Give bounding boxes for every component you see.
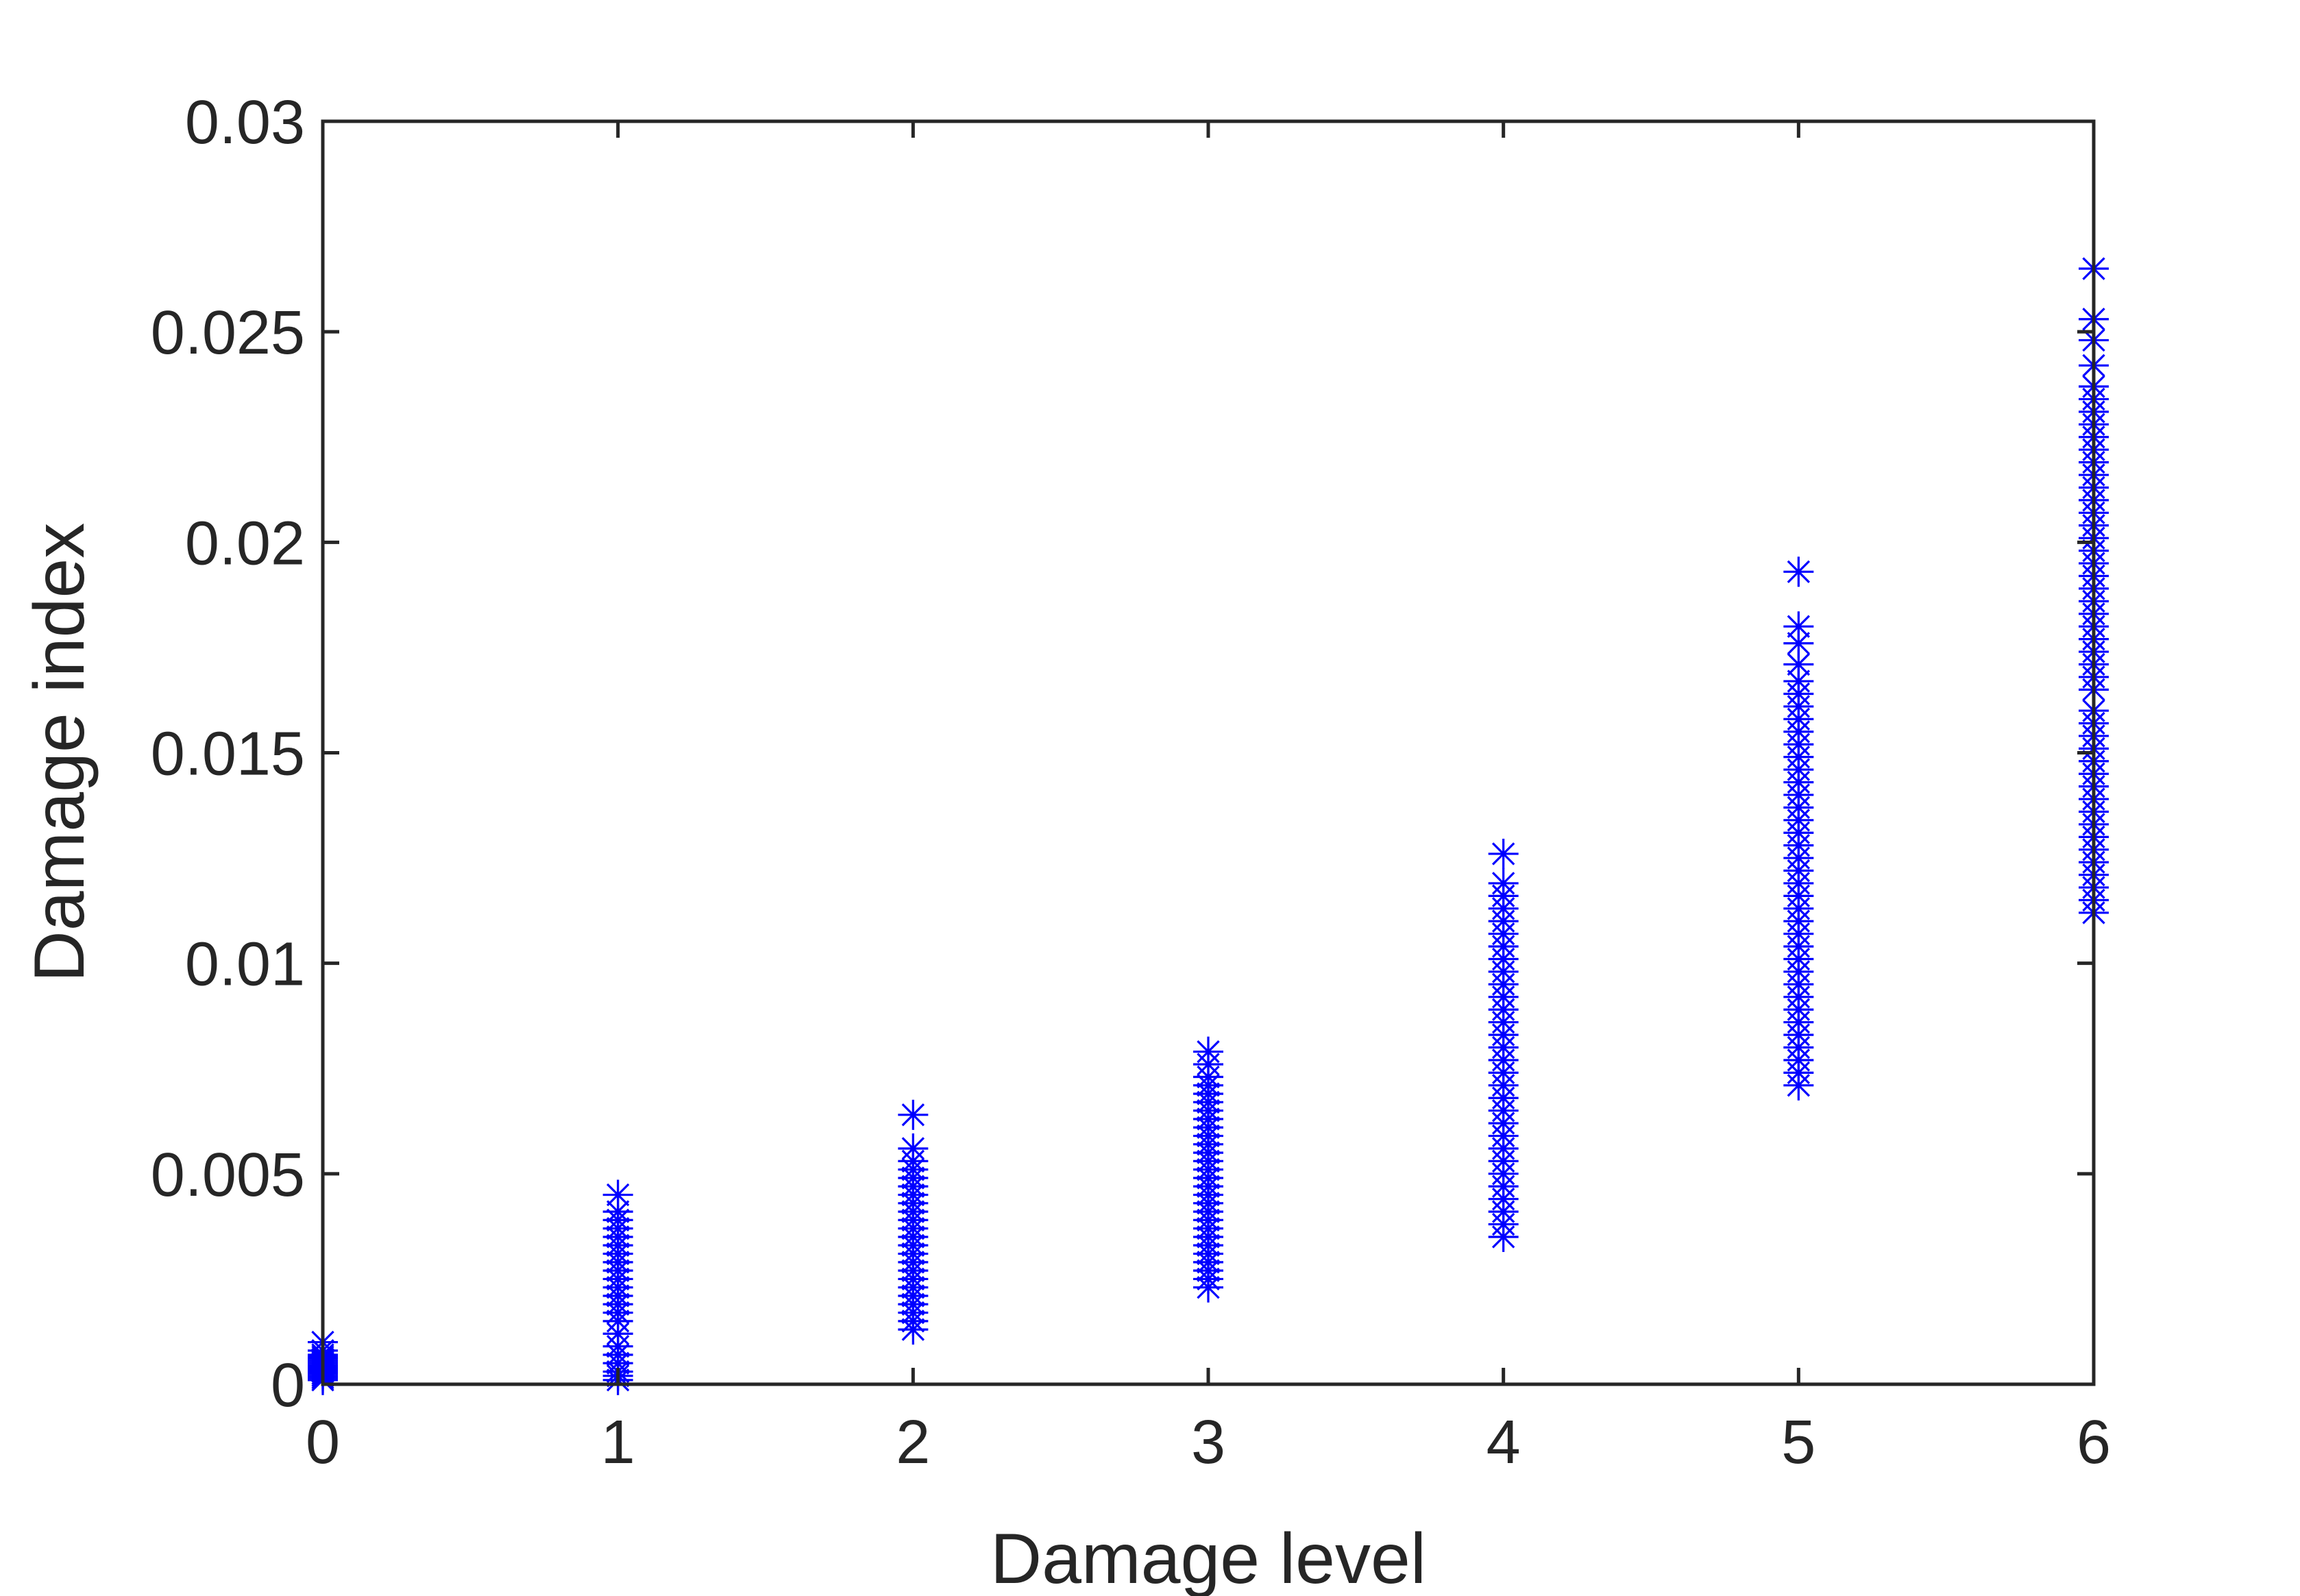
x-tick-label-0: 0 [306,1408,340,1477]
data-point-level-5-36 [1783,556,1814,587]
y-tick-label-1: 0.005 [151,1141,305,1210]
x-tick-label-5: 5 [1781,1408,1815,1477]
y-tick-label-3: 0.015 [151,720,305,789]
x-tick-label-3: 3 [1191,1408,1225,1477]
data-point-level-2-22 [898,1099,929,1130]
data-point-level-5-34 [1783,628,1814,659]
x-tick-label-6: 6 [2077,1408,2111,1477]
x-axis-tick-labels: 0 1 2 3 4 5 6 [306,1408,2111,1477]
y-tick-label-2: 0.01 [185,931,305,999]
y-axis-tick-labels: 0 0.005 0.01 0.015 0.02 0.025 0.03 [151,88,305,1420]
x-axis-label: Damage level [990,1519,1426,1596]
y-tick-label-0: 0 [271,1351,305,1420]
data-point-level-5-35 [1783,611,1814,642]
data-point-level-2-21 [898,1133,929,1164]
data-point-level-1-21 [602,1179,633,1210]
data-point-level-3-27 [1193,1036,1223,1067]
data-point-level-4-28 [1488,868,1519,898]
data-markers [308,254,2109,1395]
y-tick-label-4: 0.02 [185,509,305,578]
y-tick-label-5: 0.025 [151,299,305,367]
x-tick-label-2: 2 [896,1408,930,1477]
y-axis-label: Damage index [20,523,99,983]
x-tick-label-1: 1 [601,1408,635,1477]
y-tick-label-6: 0.03 [185,88,305,157]
tick-marks [321,119,2096,1386]
data-point-level-4-29 [1488,838,1519,869]
data-point-level-5-32 [1783,666,1814,697]
x-tick-label-4: 4 [1487,1408,1521,1477]
